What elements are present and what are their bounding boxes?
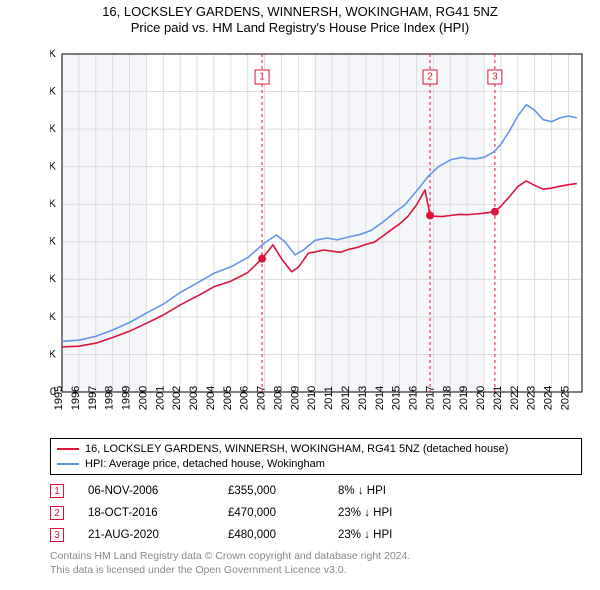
attribution-line-1: Contains HM Land Registry data © Crown c… [50, 550, 582, 564]
title-address: 16, LOCKSLEY GARDENS, WINNERSH, WOKINGHA… [0, 4, 600, 20]
x-tick-label: 2011 [323, 386, 335, 410]
legend-item: HPI: Average price, detached house, Woki… [57, 457, 575, 472]
y-tick-label: £100K [50, 348, 57, 360]
sale-date: 21-AUG-2020 [88, 529, 228, 541]
sale-marker: 2 [50, 506, 64, 520]
y-tick-label: £800K [50, 85, 57, 97]
y-tick-label: £500K [50, 198, 57, 210]
x-tick-label: 2019 [458, 386, 470, 410]
x-tick-label: 2018 [441, 386, 453, 410]
chart-area: £0£100K£200K£300K£400K£500K£600K£700K£80… [50, 48, 590, 428]
sale-marker: 1 [50, 484, 64, 498]
x-tick-label: 2022 [509, 386, 521, 410]
y-tick-label: £900K [50, 48, 57, 60]
sale-delta: 23% ↓ HPI [338, 529, 458, 541]
x-tick-label: 2006 [239, 386, 251, 410]
legend-label: HPI: Average price, detached house, Woki… [85, 458, 325, 470]
sale-price: £355,000 [228, 485, 338, 497]
y-tick-label: £200K [50, 311, 57, 323]
x-tick-label: 2021 [492, 386, 504, 410]
x-tick-label: 2010 [306, 386, 318, 410]
x-tick-label: 2009 [289, 386, 301, 410]
event-marker-number: 3 [492, 72, 498, 83]
x-tick-label: 1996 [70, 386, 82, 410]
x-tick-label: 2003 [188, 386, 200, 410]
x-tick-label: 2015 [391, 386, 403, 410]
x-tick-label: 2002 [171, 386, 183, 410]
x-tick-label: 2016 [408, 386, 420, 410]
legend-swatch [57, 463, 79, 465]
legend: 16, LOCKSLEY GARDENS, WINNERSH, WOKINGHA… [50, 438, 582, 475]
x-tick-label: 2013 [357, 386, 369, 410]
x-tick-label: 2014 [374, 386, 386, 410]
legend-swatch [57, 448, 79, 450]
sale-row: 3 21-AUG-2020£480,00023% ↓ HPI [50, 524, 582, 546]
event-dot [491, 208, 499, 216]
event-marker-number: 2 [427, 72, 433, 83]
x-tick-label: 2004 [205, 386, 217, 410]
legend-item: 16, LOCKSLEY GARDENS, WINNERSH, WOKINGHA… [57, 442, 575, 457]
legend-label: 16, LOCKSLEY GARDENS, WINNERSH, WOKINGHA… [85, 443, 508, 455]
sale-date: 18-OCT-2016 [88, 507, 228, 519]
x-tick-label: 2001 [154, 386, 166, 410]
x-tick-label: 1999 [121, 386, 133, 410]
x-tick-label: 2017 [424, 386, 436, 410]
x-tick-label: 1998 [104, 386, 116, 410]
x-tick-label: 2023 [526, 386, 538, 410]
event-marker-number: 1 [259, 72, 265, 83]
y-tick-label: £400K [50, 236, 57, 248]
title-subtitle: Price paid vs. HM Land Registry's House … [0, 20, 600, 36]
x-tick-label: 2007 [256, 386, 268, 410]
chart-svg: £0£100K£200K£300K£400K£500K£600K£700K£80… [50, 48, 590, 428]
x-tick-label: 2012 [340, 386, 352, 410]
x-tick-label: 2005 [222, 386, 234, 410]
sale-price: £480,000 [228, 529, 338, 541]
sale-row: 1 06-NOV-2006£355,0008% ↓ HPI [50, 480, 582, 502]
x-tick-label: 2008 [272, 386, 284, 410]
y-tick-label: £300K [50, 273, 57, 285]
y-tick-label: £600K [50, 161, 57, 173]
sale-delta: 8% ↓ HPI [338, 485, 458, 497]
x-tick-label: 2000 [137, 386, 149, 410]
x-tick-label: 1995 [53, 386, 65, 410]
event-dot [426, 211, 434, 219]
x-tick-label: 2024 [543, 386, 555, 410]
attribution-line-2: This data is licensed under the Open Gov… [50, 564, 582, 578]
x-tick-label: 2020 [475, 386, 487, 410]
chart-container: 16, LOCKSLEY GARDENS, WINNERSH, WOKINGHA… [0, 0, 600, 590]
attribution: Contains HM Land Registry data © Crown c… [50, 550, 582, 577]
y-tick-label: £700K [50, 123, 57, 135]
sale-marker: 3 [50, 528, 64, 542]
event-dot [258, 255, 266, 263]
sale-date: 06-NOV-2006 [88, 485, 228, 497]
sale-delta: 23% ↓ HPI [338, 507, 458, 519]
sales-table: 1 06-NOV-2006£355,0008% ↓ HPI 2 18-OCT-2016… [50, 480, 582, 546]
sale-row: 2 18-OCT-2016£470,00023% ↓ HPI [50, 502, 582, 524]
sale-price: £470,000 [228, 507, 338, 519]
title-block: 16, LOCKSLEY GARDENS, WINNERSH, WOKINGHA… [0, 0, 600, 37]
x-tick-label: 1997 [87, 386, 99, 410]
x-tick-label: 2025 [559, 386, 571, 410]
